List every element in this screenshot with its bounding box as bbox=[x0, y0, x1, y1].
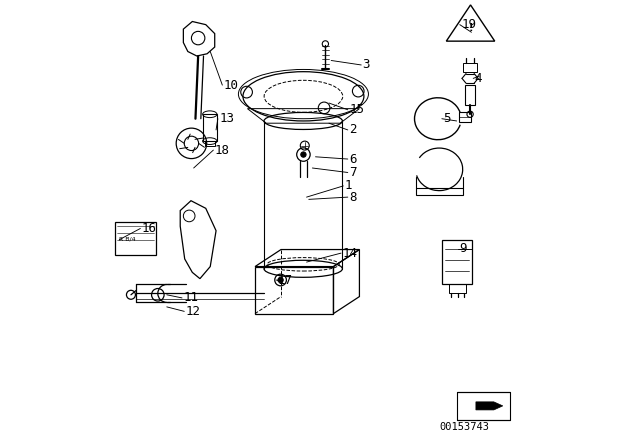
Text: 14: 14 bbox=[342, 246, 357, 260]
Text: 2: 2 bbox=[349, 123, 356, 137]
Text: 11: 11 bbox=[184, 291, 198, 305]
Text: 8: 8 bbox=[349, 190, 356, 204]
Bar bbox=[115, 222, 156, 255]
Text: 5: 5 bbox=[443, 112, 451, 125]
Text: 16: 16 bbox=[141, 222, 157, 235]
Bar bbox=[442, 240, 472, 284]
Text: !: ! bbox=[468, 23, 473, 33]
Text: R B/4: R B/4 bbox=[119, 236, 136, 241]
Circle shape bbox=[278, 277, 284, 283]
Text: 1: 1 bbox=[345, 179, 352, 193]
Bar bbox=[459, 112, 472, 122]
Text: 17: 17 bbox=[278, 273, 292, 287]
Bar bbox=[457, 392, 511, 420]
Text: 9: 9 bbox=[459, 242, 467, 255]
Bar bbox=[203, 114, 217, 141]
Text: 13: 13 bbox=[220, 112, 234, 125]
Text: 19: 19 bbox=[461, 18, 476, 31]
Text: 7: 7 bbox=[349, 166, 356, 179]
Text: 3: 3 bbox=[362, 58, 370, 72]
Text: 18: 18 bbox=[215, 143, 230, 157]
Bar bbox=[465, 85, 476, 105]
Text: 15: 15 bbox=[349, 103, 364, 116]
Bar bbox=[463, 63, 477, 72]
Text: 6: 6 bbox=[349, 152, 356, 166]
Text: 12: 12 bbox=[186, 305, 200, 318]
Text: 10: 10 bbox=[224, 78, 239, 92]
Bar bbox=[415, 188, 463, 195]
Polygon shape bbox=[476, 402, 503, 410]
Text: 00153743: 00153743 bbox=[439, 422, 489, 432]
Bar bbox=[205, 141, 215, 146]
Bar bbox=[255, 267, 333, 314]
Bar bbox=[449, 284, 466, 293]
Text: 4: 4 bbox=[475, 72, 482, 85]
Circle shape bbox=[301, 152, 306, 157]
